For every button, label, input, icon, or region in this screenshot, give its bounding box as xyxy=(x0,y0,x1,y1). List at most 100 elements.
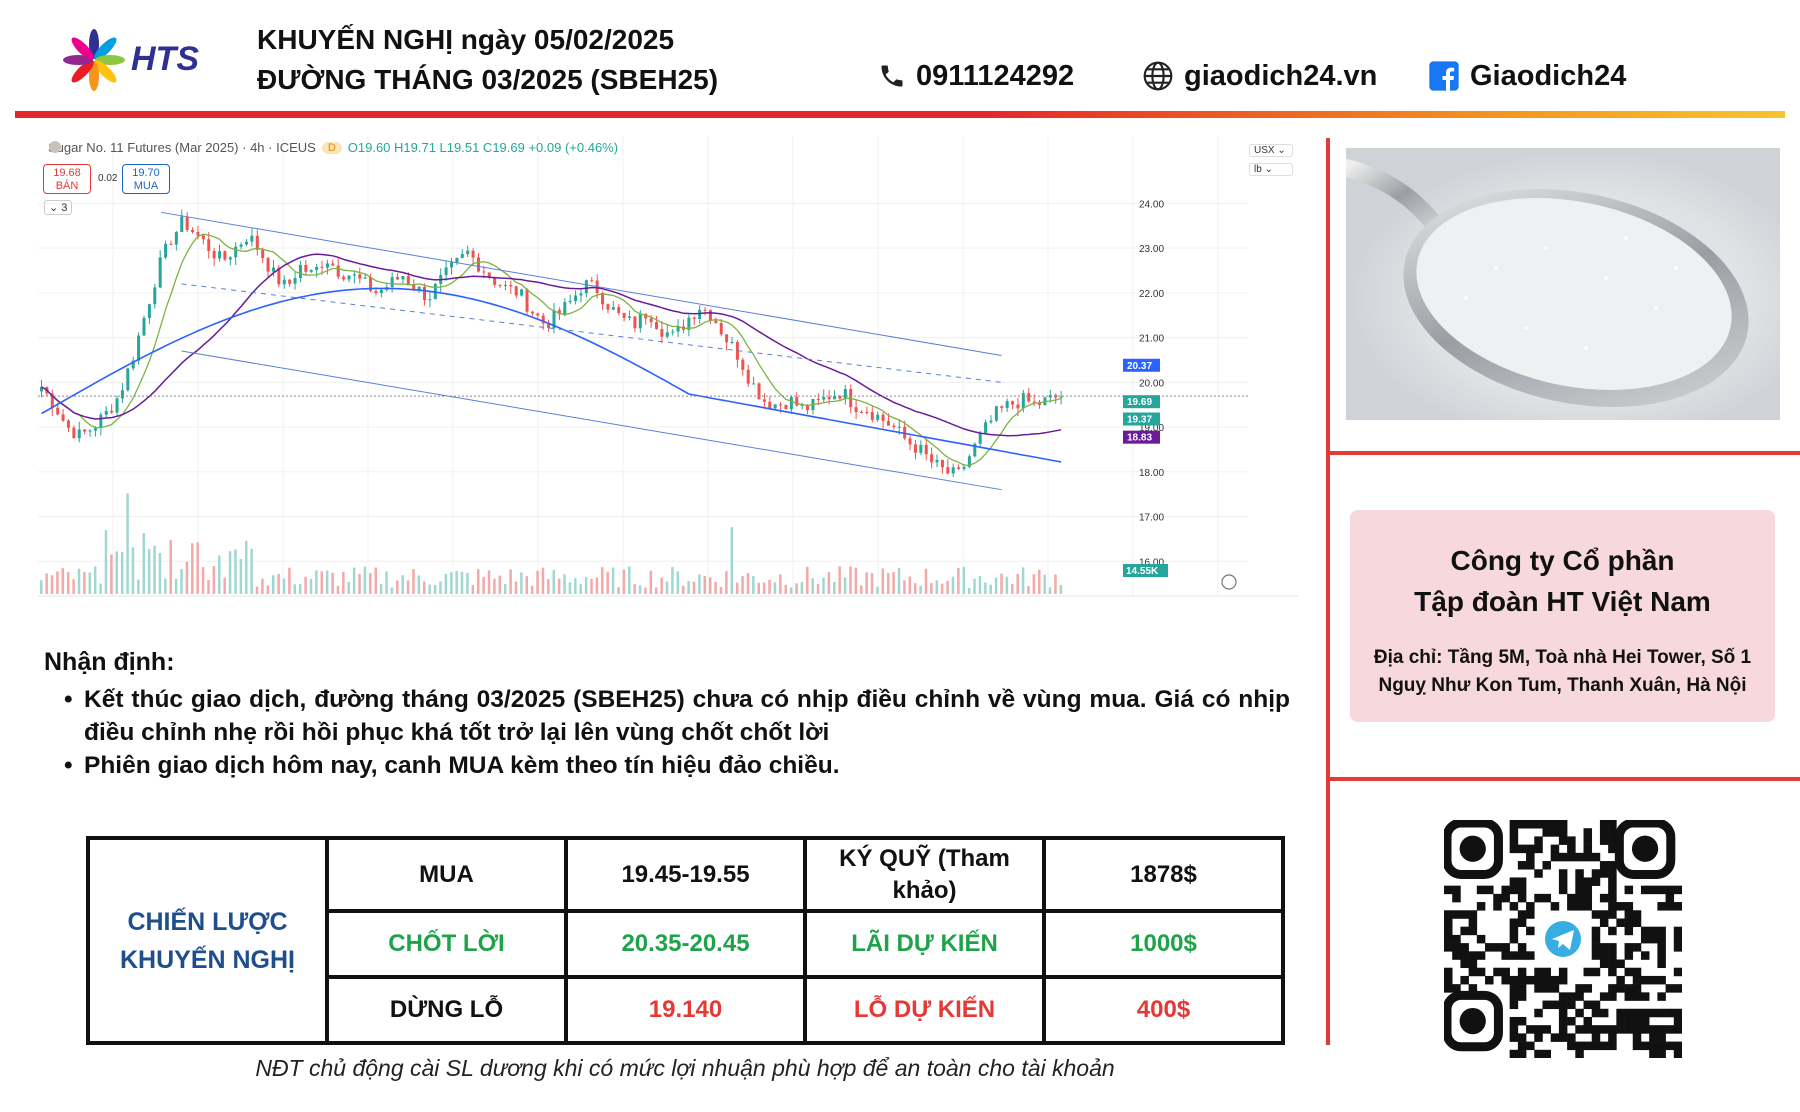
volume-bar xyxy=(363,566,367,594)
trendline-middle xyxy=(181,283,1002,383)
qr-module xyxy=(1673,943,1682,952)
sell-price-button[interactable]: 19.68 BÁN xyxy=(43,164,91,194)
candle-body xyxy=(158,257,162,288)
qr-module xyxy=(1517,910,1527,919)
sugar-photo xyxy=(1346,148,1780,420)
qr-module xyxy=(1534,984,1543,993)
currency-select[interactable]: USX ⌄ xyxy=(1249,144,1293,157)
qr-module xyxy=(1468,951,1478,960)
volume-bar xyxy=(714,581,717,594)
qr-module xyxy=(1550,902,1560,911)
qr-module xyxy=(1517,943,1527,952)
qr-module xyxy=(1558,828,1568,837)
qr-module xyxy=(1567,893,1576,903)
qr-module xyxy=(1550,1033,1560,1042)
chart-canvas[interactable]: 16.00 17.00 18.00 19.00 20.00 21.00 22.00 23.00… xyxy=(38,136,1298,598)
qr-module xyxy=(1657,951,1666,960)
candle-body xyxy=(930,454,934,463)
qr-module xyxy=(1591,877,1601,886)
qr-module xyxy=(1452,943,1461,952)
delayed-badge: D xyxy=(321,141,342,154)
facebook-icon xyxy=(1429,61,1459,91)
buy-range-cell: 19.45-19.55 xyxy=(564,836,807,913)
qr-module xyxy=(1624,967,1634,977)
qr-module xyxy=(1558,869,1568,878)
qr-module xyxy=(1468,984,1478,993)
candle-body xyxy=(61,414,65,421)
candle-body xyxy=(315,266,319,270)
volume-bar xyxy=(374,567,377,594)
volume-bar xyxy=(196,542,199,594)
candle-body xyxy=(1021,393,1025,409)
candle-body xyxy=(444,267,448,276)
margin-value-cell: 1878$ xyxy=(1042,836,1285,913)
phone-contact[interactable]: 0911124292 xyxy=(878,58,1074,94)
volume-bar xyxy=(180,568,183,594)
qr-module xyxy=(1608,1041,1617,1051)
qr-module xyxy=(1542,984,1551,993)
candle-body xyxy=(180,216,184,232)
candle-body xyxy=(77,429,81,439)
candle-body xyxy=(957,467,961,469)
qr-finder xyxy=(1614,820,1676,879)
volume-bar xyxy=(978,576,982,594)
indicators-collapse-button[interactable]: ⌄ 3 xyxy=(44,200,73,215)
volume-bar xyxy=(218,555,221,594)
candle-body xyxy=(72,427,76,439)
volume-bar xyxy=(876,586,879,594)
qr-module xyxy=(1468,959,1478,969)
analysis-section: Nhận định: Kết thúc giao dịch, đường thá… xyxy=(44,648,1290,782)
telegram-qr-code[interactable] xyxy=(1444,820,1682,1058)
candle-body xyxy=(994,406,998,421)
qr-module xyxy=(1616,1008,1625,1018)
candle-body xyxy=(816,398,820,400)
qr-module xyxy=(1624,902,1634,911)
qr-module xyxy=(1632,910,1642,919)
volume-bar xyxy=(957,568,960,594)
candle-body xyxy=(374,291,378,294)
candle-body xyxy=(417,286,421,291)
qr-module xyxy=(1444,975,1453,985)
qr-module xyxy=(1509,918,1519,927)
qr-module xyxy=(1501,951,1510,960)
price-chart[interactable]: 16.00 17.00 18.00 19.00 20.00 21.00 22.00 23.00… xyxy=(38,136,1298,598)
candle-body xyxy=(277,267,281,285)
strategy-heading: CHIẾN LƯỢC KHUYẾN NGHỊ xyxy=(86,836,329,1045)
candle-body xyxy=(913,444,917,453)
volume-bar xyxy=(1016,573,1019,594)
facebook-link[interactable]: Giaodich24 xyxy=(1428,58,1626,94)
volume-bar xyxy=(741,576,744,594)
qr-module xyxy=(1632,975,1642,985)
volume-bar xyxy=(557,578,561,594)
volume-bar xyxy=(806,566,809,594)
qr-module xyxy=(1575,885,1584,895)
qr-module xyxy=(1558,1025,1568,1034)
website-link[interactable]: giaodich24.vn xyxy=(1142,58,1377,94)
qr-module xyxy=(1657,1049,1666,1058)
y-tick-label: 20.00 xyxy=(1139,378,1164,389)
y-tick-label: 18.00 xyxy=(1139,468,1164,479)
volume-bar xyxy=(417,575,421,594)
candle-body xyxy=(865,411,869,413)
qr-module xyxy=(1526,951,1535,960)
volume-label-box xyxy=(1123,564,1168,577)
qr-module xyxy=(1517,967,1527,977)
qr-module xyxy=(1640,885,1650,895)
unit-select[interactable]: lb ⌄ xyxy=(1249,163,1293,176)
qr-module xyxy=(1452,984,1461,993)
price-label-box xyxy=(1123,395,1160,409)
trendline-upper xyxy=(160,211,1002,356)
qr-module xyxy=(1649,1049,1658,1058)
candle-body xyxy=(288,279,292,284)
volume-bar xyxy=(514,581,518,594)
qr-module xyxy=(1526,975,1535,985)
buy-price-button[interactable]: 19.70 MUA xyxy=(122,164,170,194)
qr-module xyxy=(1509,1049,1519,1058)
qr-module xyxy=(1608,1033,1617,1042)
volume-bar xyxy=(795,583,798,594)
candle-body xyxy=(503,284,507,286)
qr-module xyxy=(1665,1025,1675,1034)
qr-module xyxy=(1599,1008,1609,1018)
candle-body xyxy=(935,459,939,463)
volume-bar xyxy=(827,572,831,594)
